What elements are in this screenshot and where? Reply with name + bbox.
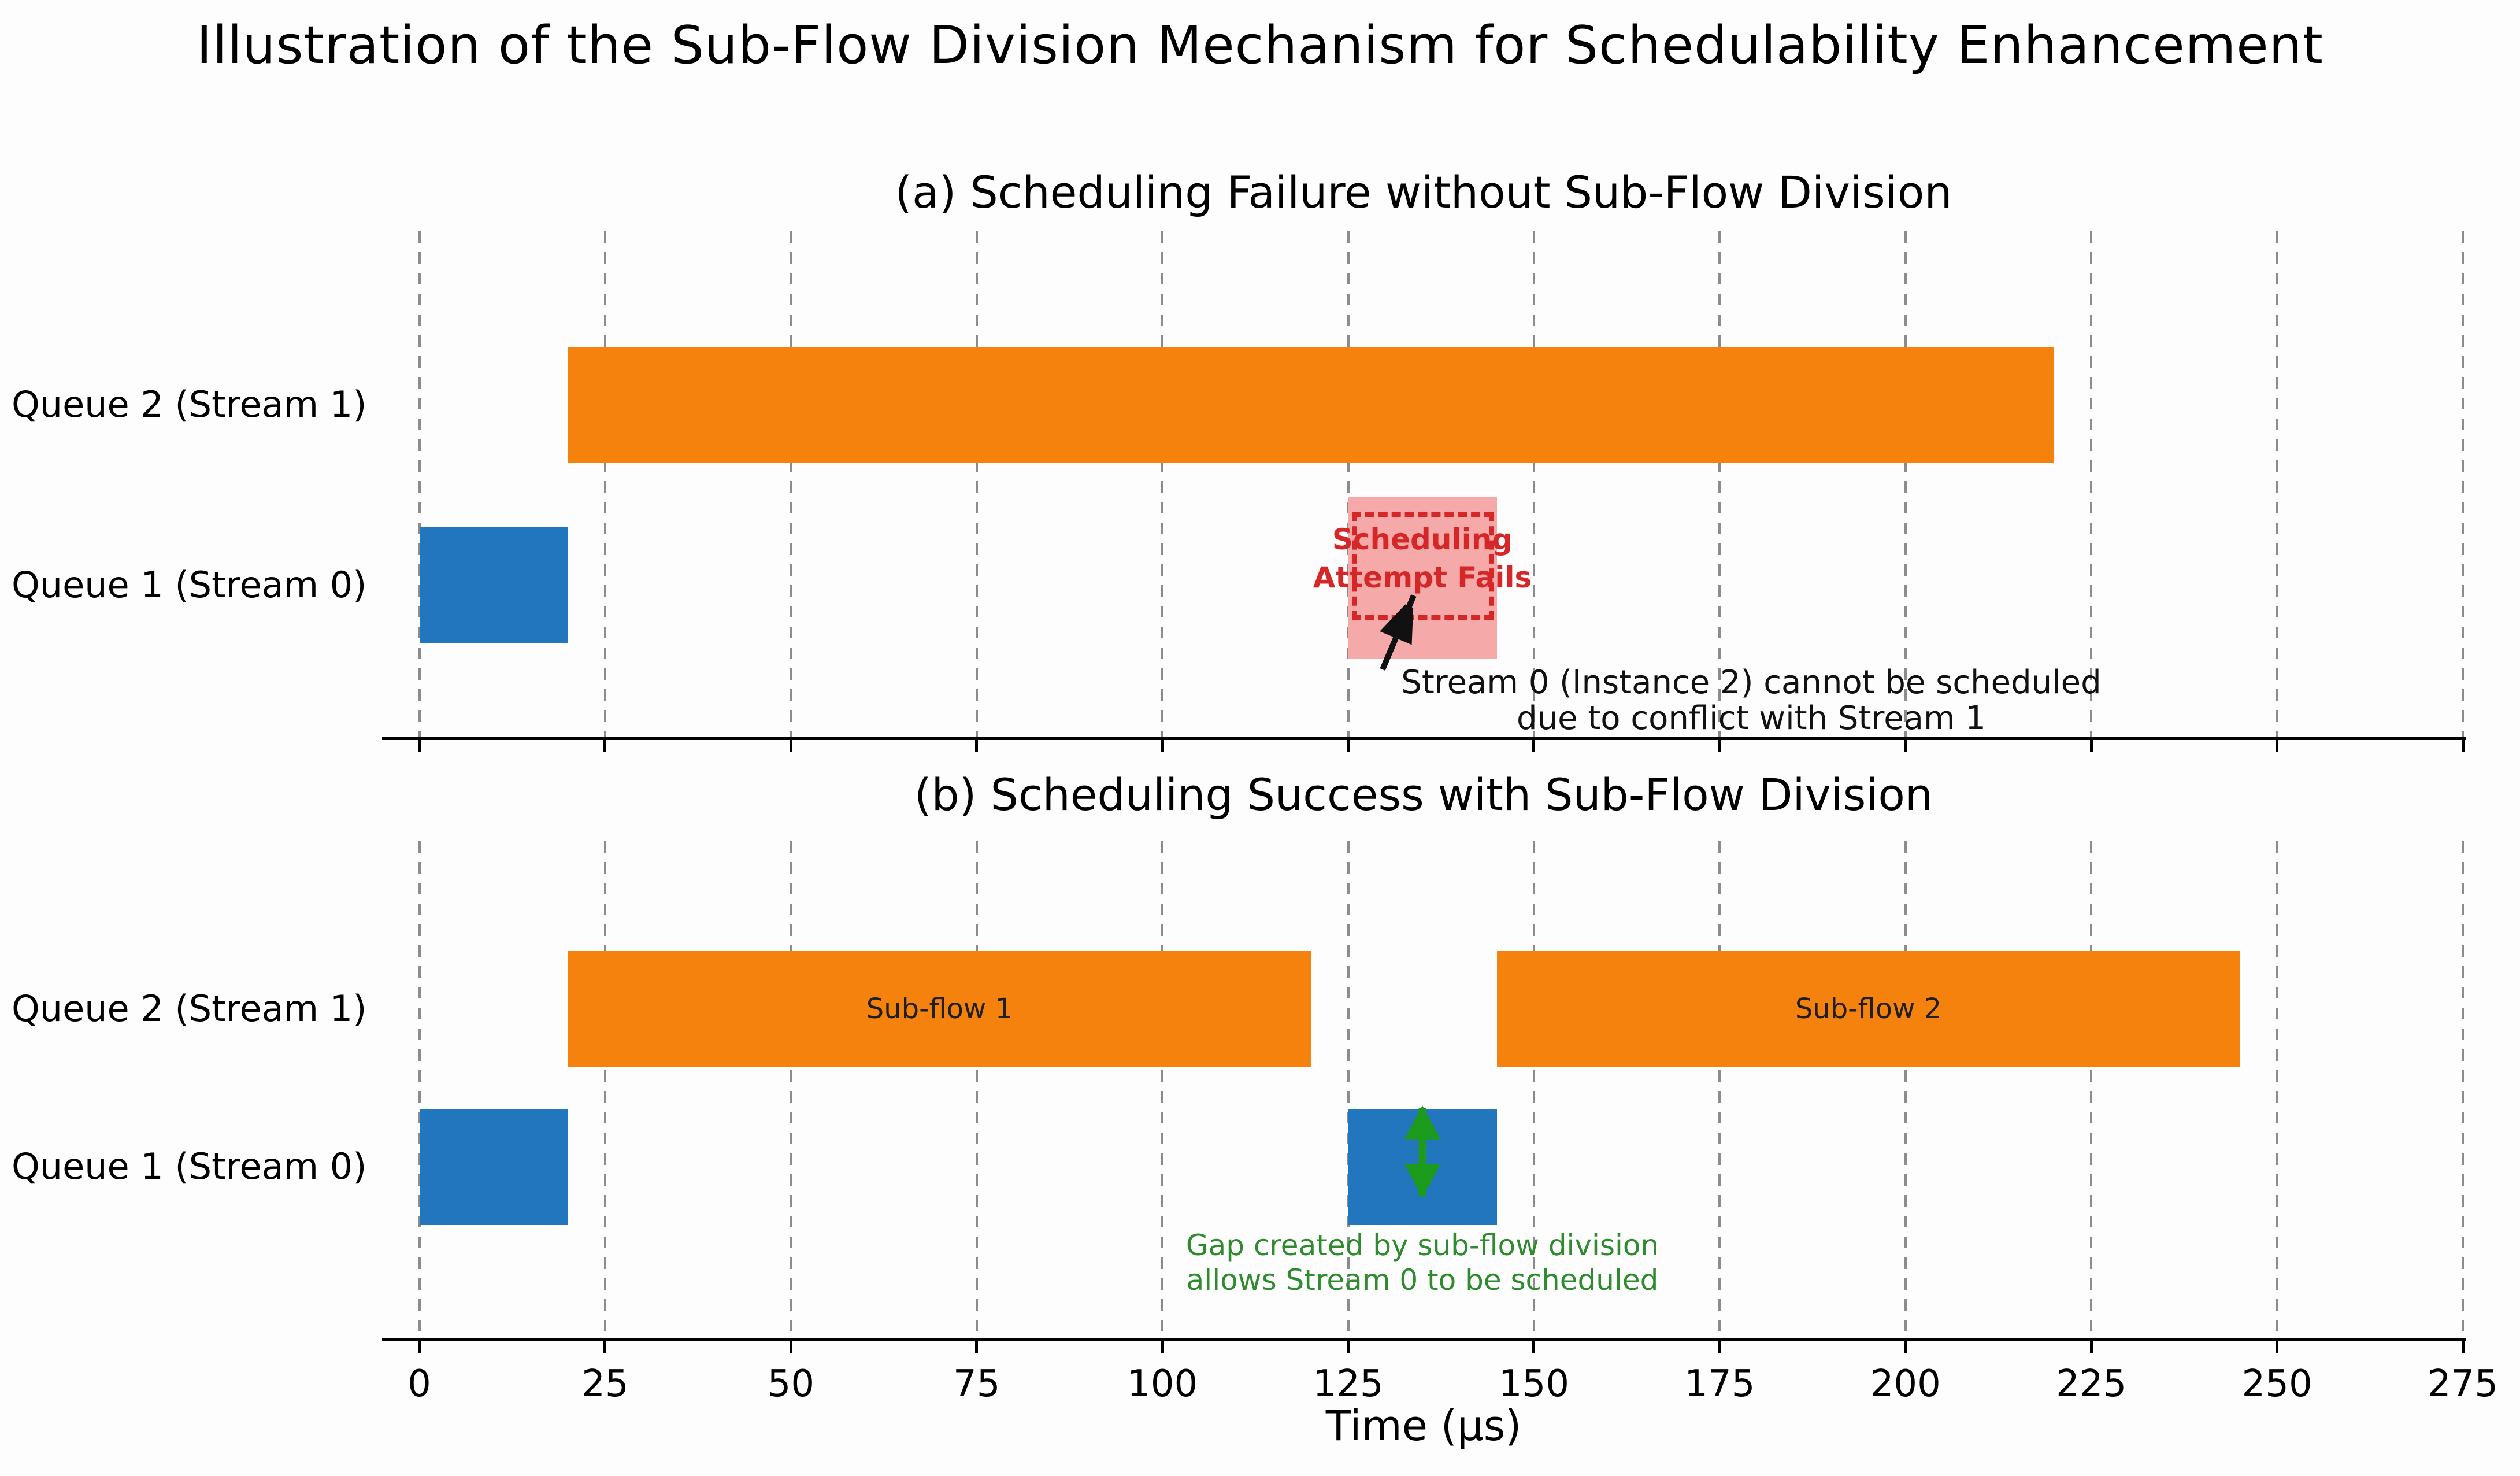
x-tick (789, 738, 792, 752)
gridline (418, 231, 421, 738)
x-tick-label: 0 (407, 1363, 431, 1405)
gridline (1718, 231, 1721, 738)
x-tick-label: 25 (581, 1363, 629, 1405)
gridline (1161, 841, 1164, 1340)
gridline (2462, 841, 2464, 1340)
x-tick (2276, 1340, 2279, 1353)
panel-a-title: (a) Scheduling Failure without Sub-Flow … (895, 167, 1952, 218)
x-tick (2089, 1340, 2093, 1353)
x-tick (2461, 1340, 2465, 1353)
gridline (603, 231, 606, 738)
x-tick-label: 100 (1127, 1363, 1198, 1405)
bar-label: Sub-flow 2 (1795, 993, 1942, 1025)
scheduling-attempt-fails-label: Scheduling Attempt Fails (1220, 520, 1625, 597)
gantt-bar (419, 1109, 568, 1225)
x-tick (2276, 738, 2279, 752)
gantt-bar: Sub-flow 1 (568, 951, 1311, 1067)
gap-annotation: Gap created by sub-flow division allows … (1018, 1228, 1827, 1297)
x-tick (1532, 1340, 1536, 1353)
x-tick (603, 1340, 607, 1353)
conflict-annotation-line-1: Stream 0 (Instance 2) cannot be schedule… (1401, 664, 2102, 701)
x-tick-label: 200 (1870, 1363, 1941, 1405)
gantt-bar (1348, 1109, 1497, 1225)
x-tick (789, 1340, 792, 1353)
conflict-annotation: Stream 0 (Instance 2) cannot be schedule… (1347, 665, 2156, 737)
x-tick (1347, 1340, 1350, 1353)
x-tick (2089, 738, 2093, 752)
x-tick-label: 150 (1498, 1363, 1570, 1405)
x-tick (975, 738, 979, 752)
gridline (1161, 231, 1164, 738)
x-tick (1904, 1340, 1907, 1353)
x-tick (603, 738, 607, 752)
gap-annotation-line-1: Gap created by sub-flow division (1185, 1229, 1659, 1262)
x-tick (1718, 1340, 1721, 1353)
queue-label: Queue 1 (Stream 0) (12, 564, 367, 606)
gridline (418, 841, 421, 1340)
x-tick (418, 738, 421, 752)
conflict-annotation-line-2: due to conflict with Stream 1 (1517, 700, 1986, 737)
x-tick (418, 1340, 421, 1353)
x-tick-label: 50 (767, 1363, 815, 1405)
gridline (790, 841, 792, 1340)
x-tick-label: 175 (1684, 1363, 1755, 1405)
panel-b-title: (b) Scheduling Success with Sub-Flow Div… (914, 769, 1933, 820)
x-tick-label: 275 (2427, 1363, 2499, 1405)
queue-label: Queue 2 (Stream 1) (12, 383, 367, 426)
gridline (1347, 841, 1350, 1340)
gap-annotation-line-2: allows Stream 0 to be scheduled (1186, 1263, 1659, 1297)
gantt-bar (419, 527, 568, 643)
queue-label: Queue 1 (Stream 0) (12, 1145, 367, 1188)
gridline (2090, 841, 2093, 1340)
gridline (975, 231, 978, 738)
gridline (790, 231, 792, 738)
x-tick-label: 250 (2241, 1363, 2313, 1405)
gridline (1532, 841, 1535, 1340)
x-tick (1718, 738, 1721, 752)
gridline (2090, 231, 2093, 738)
x-tick (2461, 738, 2465, 752)
gridline (603, 841, 606, 1340)
gridline (1347, 231, 1350, 738)
x-tick-label: 75 (953, 1363, 1000, 1405)
fail-label-line-1: Scheduling (1332, 523, 1513, 556)
gridline (1532, 231, 1535, 738)
x-tick-label: 125 (1313, 1363, 1384, 1405)
gridline (1904, 231, 1907, 738)
gantt-bar (568, 347, 2054, 463)
x-axis-line (382, 737, 2466, 740)
queue-label: Queue 2 (Stream 1) (12, 987, 367, 1030)
failed-attempt-dashed-box (1351, 512, 1494, 620)
x-tick (975, 1340, 979, 1353)
x-tick (1347, 738, 1350, 752)
failed-attempt-region (1348, 497, 1497, 659)
x-tick (1161, 1340, 1164, 1353)
x-tick (1161, 738, 1164, 752)
gridline (975, 841, 978, 1340)
figure-title: Illustration of the Sub-Flow Division Me… (197, 15, 2323, 76)
bar-label: Sub-flow 1 (866, 993, 1013, 1025)
fail-label-line-2: Attempt Fails (1313, 561, 1532, 594)
x-axis-line (382, 1338, 2466, 1341)
x-tick (1904, 738, 1907, 752)
x-tick-label: 225 (2056, 1363, 2127, 1405)
gridline (1904, 841, 1907, 1340)
x-axis-label: Time (μs) (1325, 1401, 1522, 1450)
gridline (2462, 231, 2464, 738)
gridline (1718, 841, 1721, 1340)
gridline (2276, 841, 2278, 1340)
x-tick (1532, 738, 1536, 752)
gridline (2276, 231, 2278, 738)
gantt-bar: Sub-flow 2 (1496, 951, 2240, 1067)
